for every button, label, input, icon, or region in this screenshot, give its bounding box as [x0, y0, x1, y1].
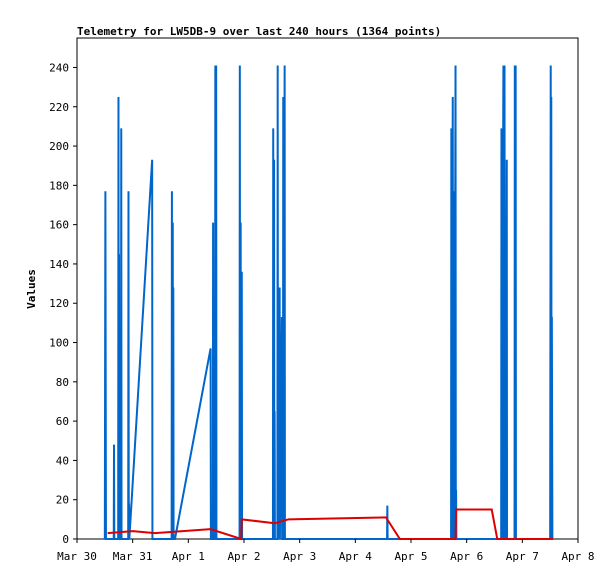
- y-tick-label: 220: [49, 101, 69, 114]
- y-tick-label: 240: [49, 61, 69, 74]
- y-tick-label: 20: [56, 494, 69, 507]
- y-tick-label: 40: [56, 454, 69, 467]
- y-tick-label: 200: [49, 140, 69, 153]
- y-tick-label: 180: [49, 179, 69, 192]
- series-layer: [103, 65, 554, 541]
- y-tick-label: 120: [49, 297, 69, 310]
- y-axis-label: Values: [25, 269, 38, 309]
- x-tick-label: Apr 1: [172, 550, 205, 563]
- x-tick-label: Apr 2: [227, 550, 260, 563]
- y-tick-label: 140: [49, 258, 69, 271]
- plot-frame: [76, 37, 579, 540]
- x-tick-label: Apr 8: [561, 550, 594, 563]
- y-tick-label: 160: [49, 219, 69, 232]
- y-tick-label: 100: [49, 337, 69, 350]
- x-tick-label: Mar 31: [113, 550, 153, 563]
- x-tick-label: Apr 4: [339, 550, 372, 563]
- y-tick-label: 60: [56, 415, 69, 428]
- plot-area: [76, 37, 579, 540]
- series-line-2: [107, 508, 553, 541]
- y-tick-label: 80: [56, 376, 69, 389]
- x-tick-label: Apr 5: [394, 550, 427, 563]
- x-tick-label: Apr 6: [450, 550, 483, 563]
- x-tick-label: Mar 30: [57, 550, 97, 563]
- y-axis: 0 20 40 60 80 100 120 140 160 180 200 220 240: [49, 61, 77, 546]
- chart-title: Telemetry for LW5DB-9 over last 240 hour…: [77, 25, 441, 38]
- x-axis: Mar 30 Mar 31 Apr 1 Apr 2 Apr 3 Apr 4 Apr 5 Apr…: [57, 539, 595, 563]
- x-tick-label: Apr 7: [506, 550, 539, 563]
- y-tick-label: 0: [62, 533, 69, 546]
- series-line-1: [103, 65, 554, 540]
- x-tick-label: Apr 3: [283, 550, 316, 563]
